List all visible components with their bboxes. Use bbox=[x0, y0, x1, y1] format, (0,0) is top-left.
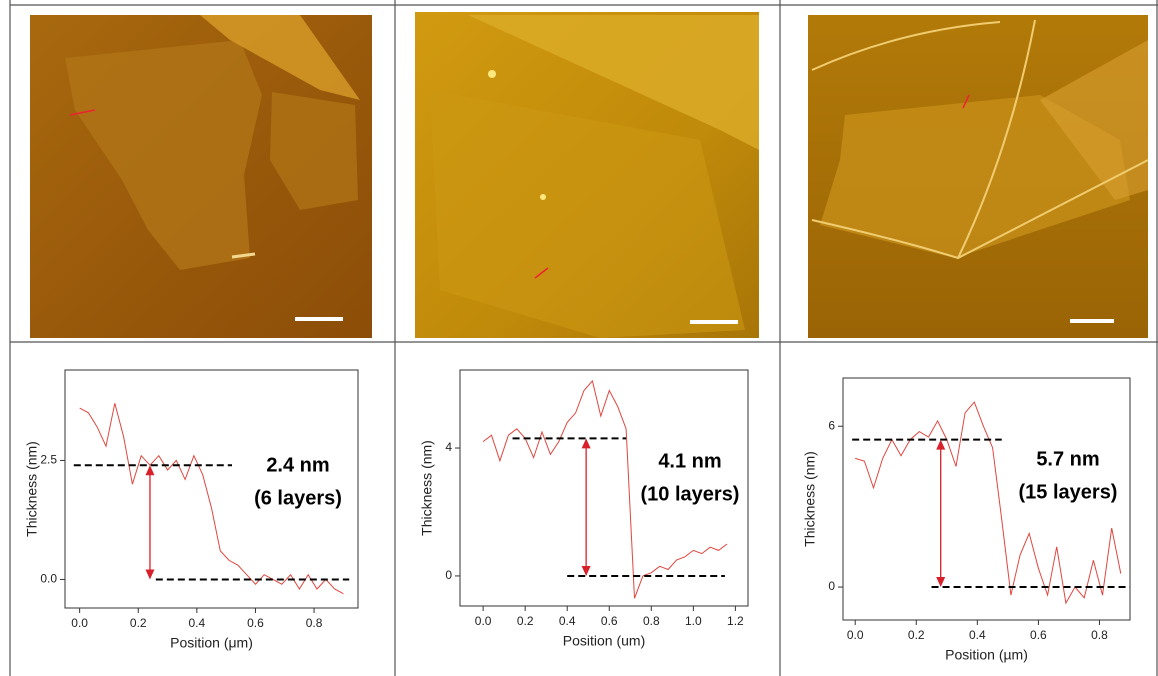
arrow-head bbox=[936, 439, 946, 450]
x-tick-label: 0.6 bbox=[247, 616, 264, 630]
x-axis-label: Position (μm) bbox=[170, 635, 253, 651]
y-tick-label: 4 bbox=[445, 440, 452, 454]
afm-image bbox=[30, 15, 372, 338]
annotation: (15 layers) bbox=[1019, 481, 1118, 503]
y-tick-label: 0 bbox=[828, 579, 835, 593]
x-tick-label: 0.6 bbox=[601, 614, 618, 628]
x-tick-label: 0.4 bbox=[969, 628, 986, 642]
annotation: (6 layers) bbox=[254, 487, 342, 509]
arrow-head bbox=[581, 438, 591, 449]
arrow-head bbox=[145, 465, 155, 476]
y-tick-label: 0.0 bbox=[40, 572, 57, 586]
plot-frame bbox=[459, 369, 749, 607]
x-tick-label: 0.6 bbox=[1030, 628, 1047, 642]
x-tick-label: 0.0 bbox=[475, 614, 492, 628]
x-tick-label: 0.0 bbox=[847, 628, 864, 642]
y-tick-label: 0 bbox=[445, 568, 452, 582]
x-tick-label: 0.8 bbox=[643, 614, 660, 628]
y-axis-label: Thickness (nm) bbox=[802, 451, 818, 547]
profile-line bbox=[79, 403, 344, 595]
table-grid bbox=[9, 0, 1158, 676]
plot-frame bbox=[842, 377, 1131, 621]
annotation: 4.1 nm bbox=[658, 450, 721, 472]
x-tick-label: 0.2 bbox=[908, 628, 925, 642]
plot-frame bbox=[64, 369, 359, 609]
x-axis-label: Position (µm) bbox=[945, 647, 1028, 663]
afm-image bbox=[415, 12, 759, 338]
annotation: (10 layers) bbox=[641, 483, 740, 505]
arrow-head bbox=[145, 569, 155, 580]
x-tick-label: 0.8 bbox=[306, 616, 323, 630]
profile-line bbox=[855, 401, 1122, 605]
afm-image bbox=[808, 15, 1149, 338]
annotation: 5.7 nm bbox=[1036, 448, 1099, 470]
profile-line bbox=[482, 379, 728, 599]
x-axis-label: Position (um) bbox=[563, 633, 645, 649]
x-tick-label: 0.4 bbox=[559, 614, 576, 628]
arrow-head bbox=[936, 577, 946, 588]
x-tick-label: 1.0 bbox=[685, 614, 702, 628]
x-tick-label: 0.8 bbox=[1091, 628, 1108, 642]
annotation: 2.4 nm bbox=[266, 454, 329, 476]
arrow-head bbox=[581, 565, 591, 576]
y-tick-label: 2.5 bbox=[40, 453, 57, 467]
y-tick-label: 6 bbox=[828, 418, 835, 432]
x-tick-label: 1.2 bbox=[727, 614, 744, 628]
x-tick-label: 0.4 bbox=[189, 616, 206, 630]
x-tick-label: 0.0 bbox=[71, 616, 88, 630]
y-axis-label: Thickness (nm) bbox=[24, 441, 40, 537]
x-tick-label: 0.2 bbox=[517, 614, 534, 628]
x-tick-label: 0.2 bbox=[130, 616, 147, 630]
y-axis-label: Thickness (nm) bbox=[419, 440, 435, 536]
